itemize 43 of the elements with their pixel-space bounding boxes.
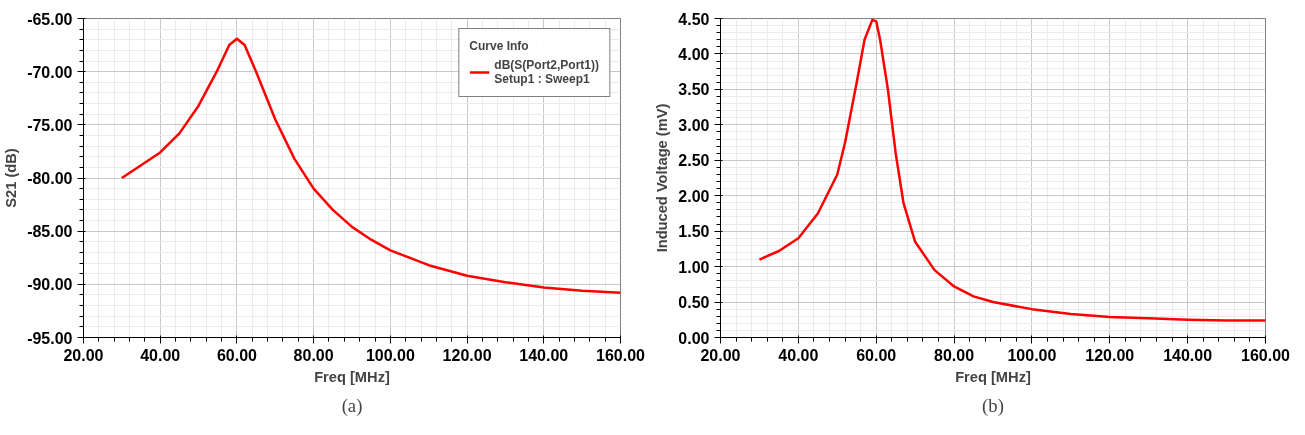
y-tick-label: -80.00 <box>27 170 73 187</box>
y-tick-label: 3.50 <box>678 81 710 99</box>
y-tick-label: 4.50 <box>678 10 710 28</box>
y-tick-label: 1.00 <box>678 258 710 276</box>
x-tick-label: 40.00 <box>140 346 181 364</box>
x-tick-label: 120.00 <box>442 346 492 364</box>
x-tick-label: 100.00 <box>365 346 415 364</box>
legend-label: dB(S(Port2,Port1)) Setup1 : Sweep1 <box>494 58 599 86</box>
y-tick-label: 4.00 <box>678 45 710 63</box>
x-tick-label: 160.00 <box>596 346 646 364</box>
x-tick-label: 40.00 <box>778 346 819 364</box>
y-tick-label: -75.00 <box>27 116 73 134</box>
y-tick-label: 3.00 <box>678 116 710 134</box>
text: (a) <box>341 394 363 417</box>
text: (b) <box>982 394 1004 417</box>
x-tick-label: 60.00 <box>856 346 897 364</box>
x-tick-label: 120.00 <box>1085 346 1135 364</box>
x-tick-label: 20.00 <box>700 346 741 364</box>
y-axis-title: Induced Voltage (mV) <box>654 103 671 253</box>
y-axis-title: S21 (dB) <box>3 148 20 208</box>
x-tick-label: 60.00 <box>216 346 258 364</box>
y-tick-label: -90.00 <box>27 276 73 294</box>
y-tick-label: -65.00 <box>27 10 73 28</box>
y-tick-label: 0.00 <box>678 329 710 347</box>
y-tick-label: 2.50 <box>678 152 710 170</box>
y-tick-label: 2.00 <box>678 187 710 205</box>
x-tick-label: 100.00 <box>1007 346 1057 364</box>
y-tick-label: 0.50 <box>678 294 710 312</box>
x-axis-title: Freq [MHz] <box>955 368 1031 385</box>
y-tick-label: -70.00 <box>27 63 73 81</box>
x-tick-label: 20.00 <box>63 346 104 364</box>
line-series <box>120 37 621 295</box>
x-tick-label: 80.00 <box>934 346 975 364</box>
x-tick-label: 140.00 <box>1163 346 1213 364</box>
x-axis-title: Freq [MHz] <box>314 368 390 385</box>
y-tick-label: -85.00 <box>27 223 73 241</box>
y-tick-label: 1.50 <box>678 223 710 241</box>
legend-title: Curve Info <box>469 39 530 53</box>
x-tick-label: 140.00 <box>519 346 569 364</box>
line-series <box>758 18 1266 322</box>
y-tick-label: -95.00 <box>27 329 73 347</box>
x-tick-label: 160.00 <box>1241 346 1291 364</box>
x-tick-label: 80.00 <box>293 346 334 364</box>
